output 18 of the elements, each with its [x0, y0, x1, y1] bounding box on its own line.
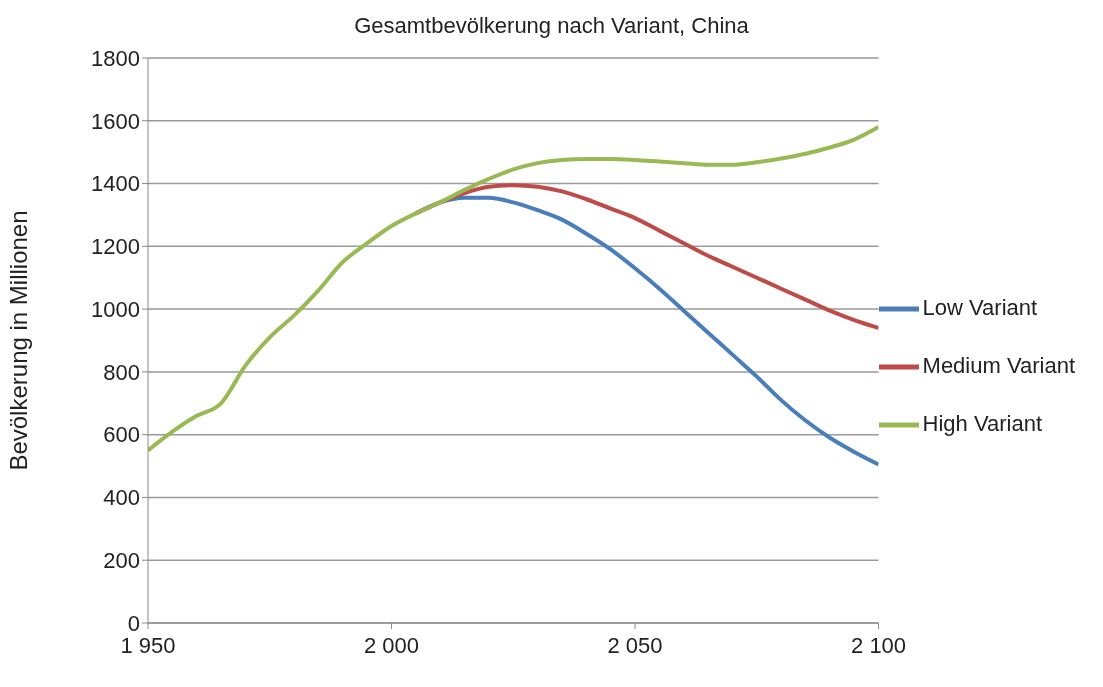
y-tick-label: 1200: [91, 234, 140, 260]
y-tick-label: 200: [103, 548, 140, 574]
y-tick-label: 600: [103, 422, 140, 448]
line-series: [148, 125, 879, 453]
x-tick-label: 2 100: [851, 632, 907, 658]
chart-title: Gesamtbevölkerung nach Variant, China: [354, 13, 749, 38]
y-tick-label: 800: [103, 359, 140, 385]
y-axis-title: Bevölkerung in Millionen: [4, 210, 32, 471]
y-tick-label: 400: [103, 485, 140, 511]
legend-label: High Variant: [922, 410, 1042, 436]
legend-label: Medium Variant: [922, 352, 1075, 378]
x-tick-label: 2 050: [607, 632, 663, 658]
legend-label: Low Variant: [922, 294, 1038, 320]
y-tick-label: 1000: [91, 296, 140, 322]
y-tick-label: 1400: [91, 171, 140, 197]
y-tick-label: 1800: [91, 45, 140, 71]
y-tick-label: 1600: [91, 108, 140, 134]
x-tick-label: 2 000: [363, 632, 420, 658]
